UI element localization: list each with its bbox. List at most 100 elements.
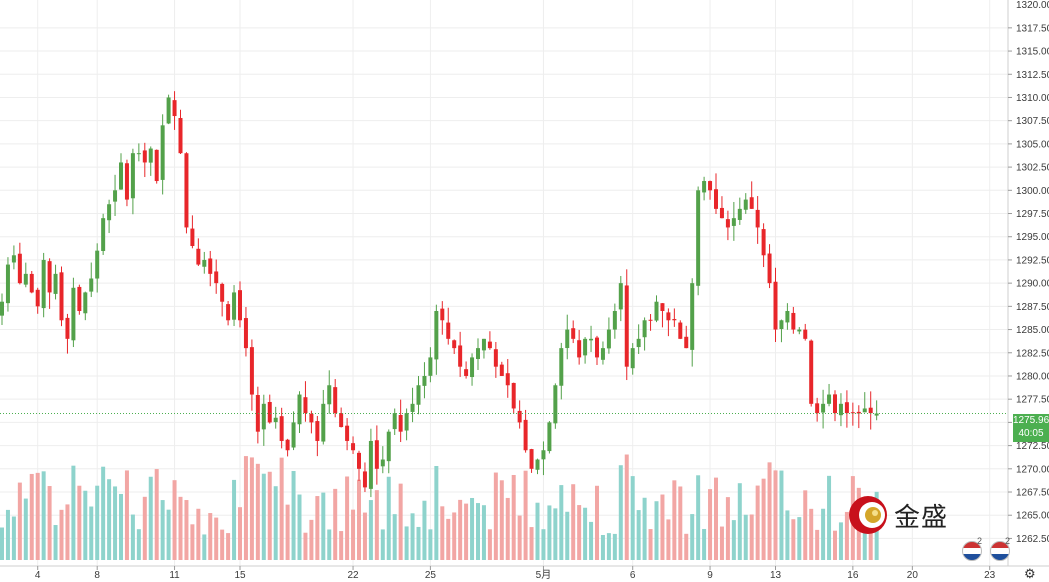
x-tick-label: 11 — [169, 570, 180, 581]
candle-body — [0, 301, 4, 316]
volume-bar — [517, 515, 522, 560]
candle-body — [303, 397, 308, 414]
candle-body — [410, 403, 415, 412]
volume-bar — [119, 493, 123, 560]
candle-body — [844, 402, 849, 414]
x-tick-label: 8 — [94, 570, 100, 581]
candle-body — [511, 382, 516, 409]
candle-body — [398, 415, 403, 432]
volume-bar — [690, 514, 695, 560]
volume-bar — [493, 472, 498, 560]
volume-bar — [636, 510, 641, 560]
y-tick-label: 1305.00 — [1016, 139, 1049, 150]
volume-bar — [511, 474, 516, 560]
volume-bar — [809, 508, 814, 560]
volume-bar — [166, 509, 171, 560]
volume-bar — [446, 518, 451, 560]
candle-body — [761, 229, 766, 256]
candle-body — [380, 459, 385, 467]
volume-bar — [553, 508, 558, 560]
y-tick-label: 1280.00 — [1016, 371, 1049, 382]
candle-body — [136, 153, 141, 155]
volume-bar — [684, 533, 689, 560]
candle-body — [666, 312, 671, 321]
x-tick-label: 22 — [347, 570, 359, 581]
x-tick-label: 20 — [907, 570, 919, 581]
candle-body — [803, 329, 808, 339]
y-tick-label: 1277.50 — [1016, 395, 1049, 406]
candle-body — [89, 278, 94, 292]
volume-bar — [565, 511, 570, 560]
volume-bar — [11, 516, 16, 560]
volume-bars — [0, 454, 879, 560]
volume-bar — [797, 517, 802, 560]
candle-body — [351, 443, 356, 451]
candle-body — [345, 425, 350, 441]
volume-bar — [136, 529, 141, 560]
candle-body — [737, 208, 742, 220]
volume-bar — [862, 528, 867, 560]
x-axis-ticks: 4 8 11 15 22 25 5月 6 9 13 16 20 23 — [35, 566, 996, 581]
candle-body — [678, 322, 683, 339]
logo-mark-icon — [849, 496, 887, 534]
candle-body — [571, 328, 576, 339]
volume-bar — [255, 463, 260, 560]
candle-body — [481, 338, 486, 351]
candle-body — [184, 153, 189, 228]
candle-body — [577, 340, 582, 358]
volume-bar — [547, 505, 552, 560]
volume-bar — [791, 519, 796, 560]
candle-body — [797, 329, 802, 332]
candle-body — [273, 417, 278, 423]
candle-body — [517, 410, 522, 423]
volume-bar — [345, 476, 350, 560]
candle-body — [535, 459, 540, 470]
volume-bar — [678, 486, 683, 560]
volume-bar — [600, 534, 605, 560]
candle-body — [660, 303, 665, 311]
y-tick-label: 1270.00 — [1016, 464, 1049, 475]
candle-body — [392, 413, 397, 430]
x-tick-label: 5月 — [536, 569, 552, 581]
candle-body — [190, 228, 195, 247]
candle-body — [386, 431, 391, 462]
y-tick-label: 1262.50 — [1016, 534, 1049, 545]
candle-body — [238, 290, 242, 321]
volume-bar — [273, 486, 278, 560]
us-flag-event-icon[interactable]: 2 — [962, 536, 982, 561]
volume-bar — [767, 462, 772, 560]
volume-bar — [202, 534, 207, 560]
candle-body — [523, 419, 528, 451]
candle-body — [714, 189, 718, 209]
candle-body — [339, 413, 344, 428]
candle-body — [606, 329, 611, 349]
volume-bar — [499, 480, 504, 560]
y-axis-ticks: 1262.501265.001267.501270.001272.501275.… — [1008, 0, 1049, 545]
volume-bar — [827, 475, 832, 560]
candle-body — [856, 411, 861, 414]
volume-bar — [672, 480, 677, 560]
candle-body — [767, 253, 772, 284]
current-price-value: 1275.96 — [1013, 415, 1049, 426]
volume-bar — [476, 503, 480, 560]
candle-body — [368, 440, 373, 489]
us-flag-event-icon[interactable]: 2 — [990, 536, 1010, 561]
candle-body — [446, 322, 451, 339]
y-tick-label: 1297.50 — [1016, 209, 1049, 220]
candle-body — [333, 387, 338, 414]
y-tick-label-partial: 1320.00 — [1016, 0, 1049, 11]
candle-body — [434, 310, 439, 360]
volume-bar — [351, 509, 356, 560]
candle-body — [41, 259, 46, 309]
candle-body — [249, 347, 254, 395]
volume-bar — [238, 507, 242, 560]
volume-bar — [279, 457, 284, 560]
volume-bar — [844, 511, 849, 560]
volume-bar — [761, 478, 766, 560]
candle-body — [29, 273, 34, 293]
volume-bar — [124, 470, 129, 560]
gear-icon[interactable]: ⚙ — [1024, 566, 1036, 581]
candle-body — [779, 320, 784, 330]
volume-bar — [737, 483, 742, 560]
